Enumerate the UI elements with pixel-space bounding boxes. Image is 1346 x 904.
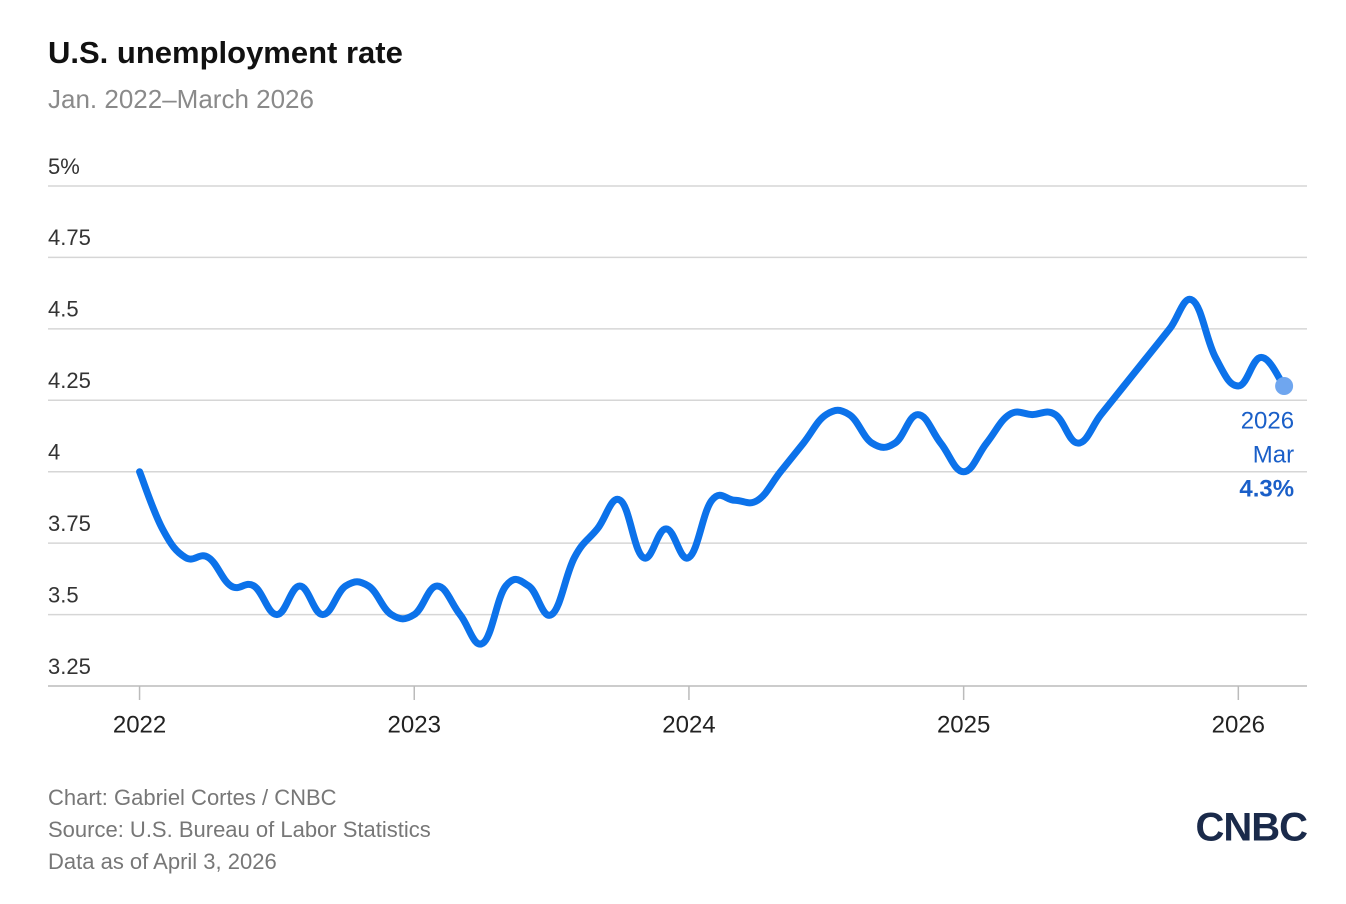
logo: CNBC	[1195, 806, 1307, 850]
chart-subtitle: Jan. 2022–March 2026	[48, 84, 314, 114]
line	[136, 295, 1288, 648]
chart-title: U.S. unemployment rate	[48, 35, 403, 70]
x-tick-label: 2023	[388, 711, 441, 738]
y-tick-label: 4.75	[48, 225, 91, 250]
annotation-month: Mar	[1253, 441, 1294, 468]
note: Data as of April 3, 2026	[48, 849, 277, 874]
y-tick-label: 5%	[48, 154, 80, 179]
y-tick-label: 3.5	[48, 582, 79, 607]
x-tick-label: 2026	[1212, 711, 1265, 738]
x-tick-label: 2022	[113, 711, 166, 738]
source: Source: U.S. Bureau of Labor Statistics	[48, 817, 431, 842]
x-tick-label: 2025	[937, 711, 990, 738]
credit: Chart: Gabriel Cortes / CNBC	[48, 785, 337, 810]
annotation-year: 2026	[1241, 407, 1294, 434]
y-tick-label: 3.25	[48, 654, 91, 679]
y-tick-label: 4.25	[48, 368, 91, 393]
x-tick-label: 2024	[662, 711, 715, 738]
y-tick-label: 4	[48, 440, 60, 465]
end-point	[1275, 377, 1294, 395]
y-tick-label: 4.5	[48, 297, 79, 322]
annotation-value: 4.3%	[1239, 475, 1294, 502]
y-tick-label: 3.75	[48, 511, 91, 536]
